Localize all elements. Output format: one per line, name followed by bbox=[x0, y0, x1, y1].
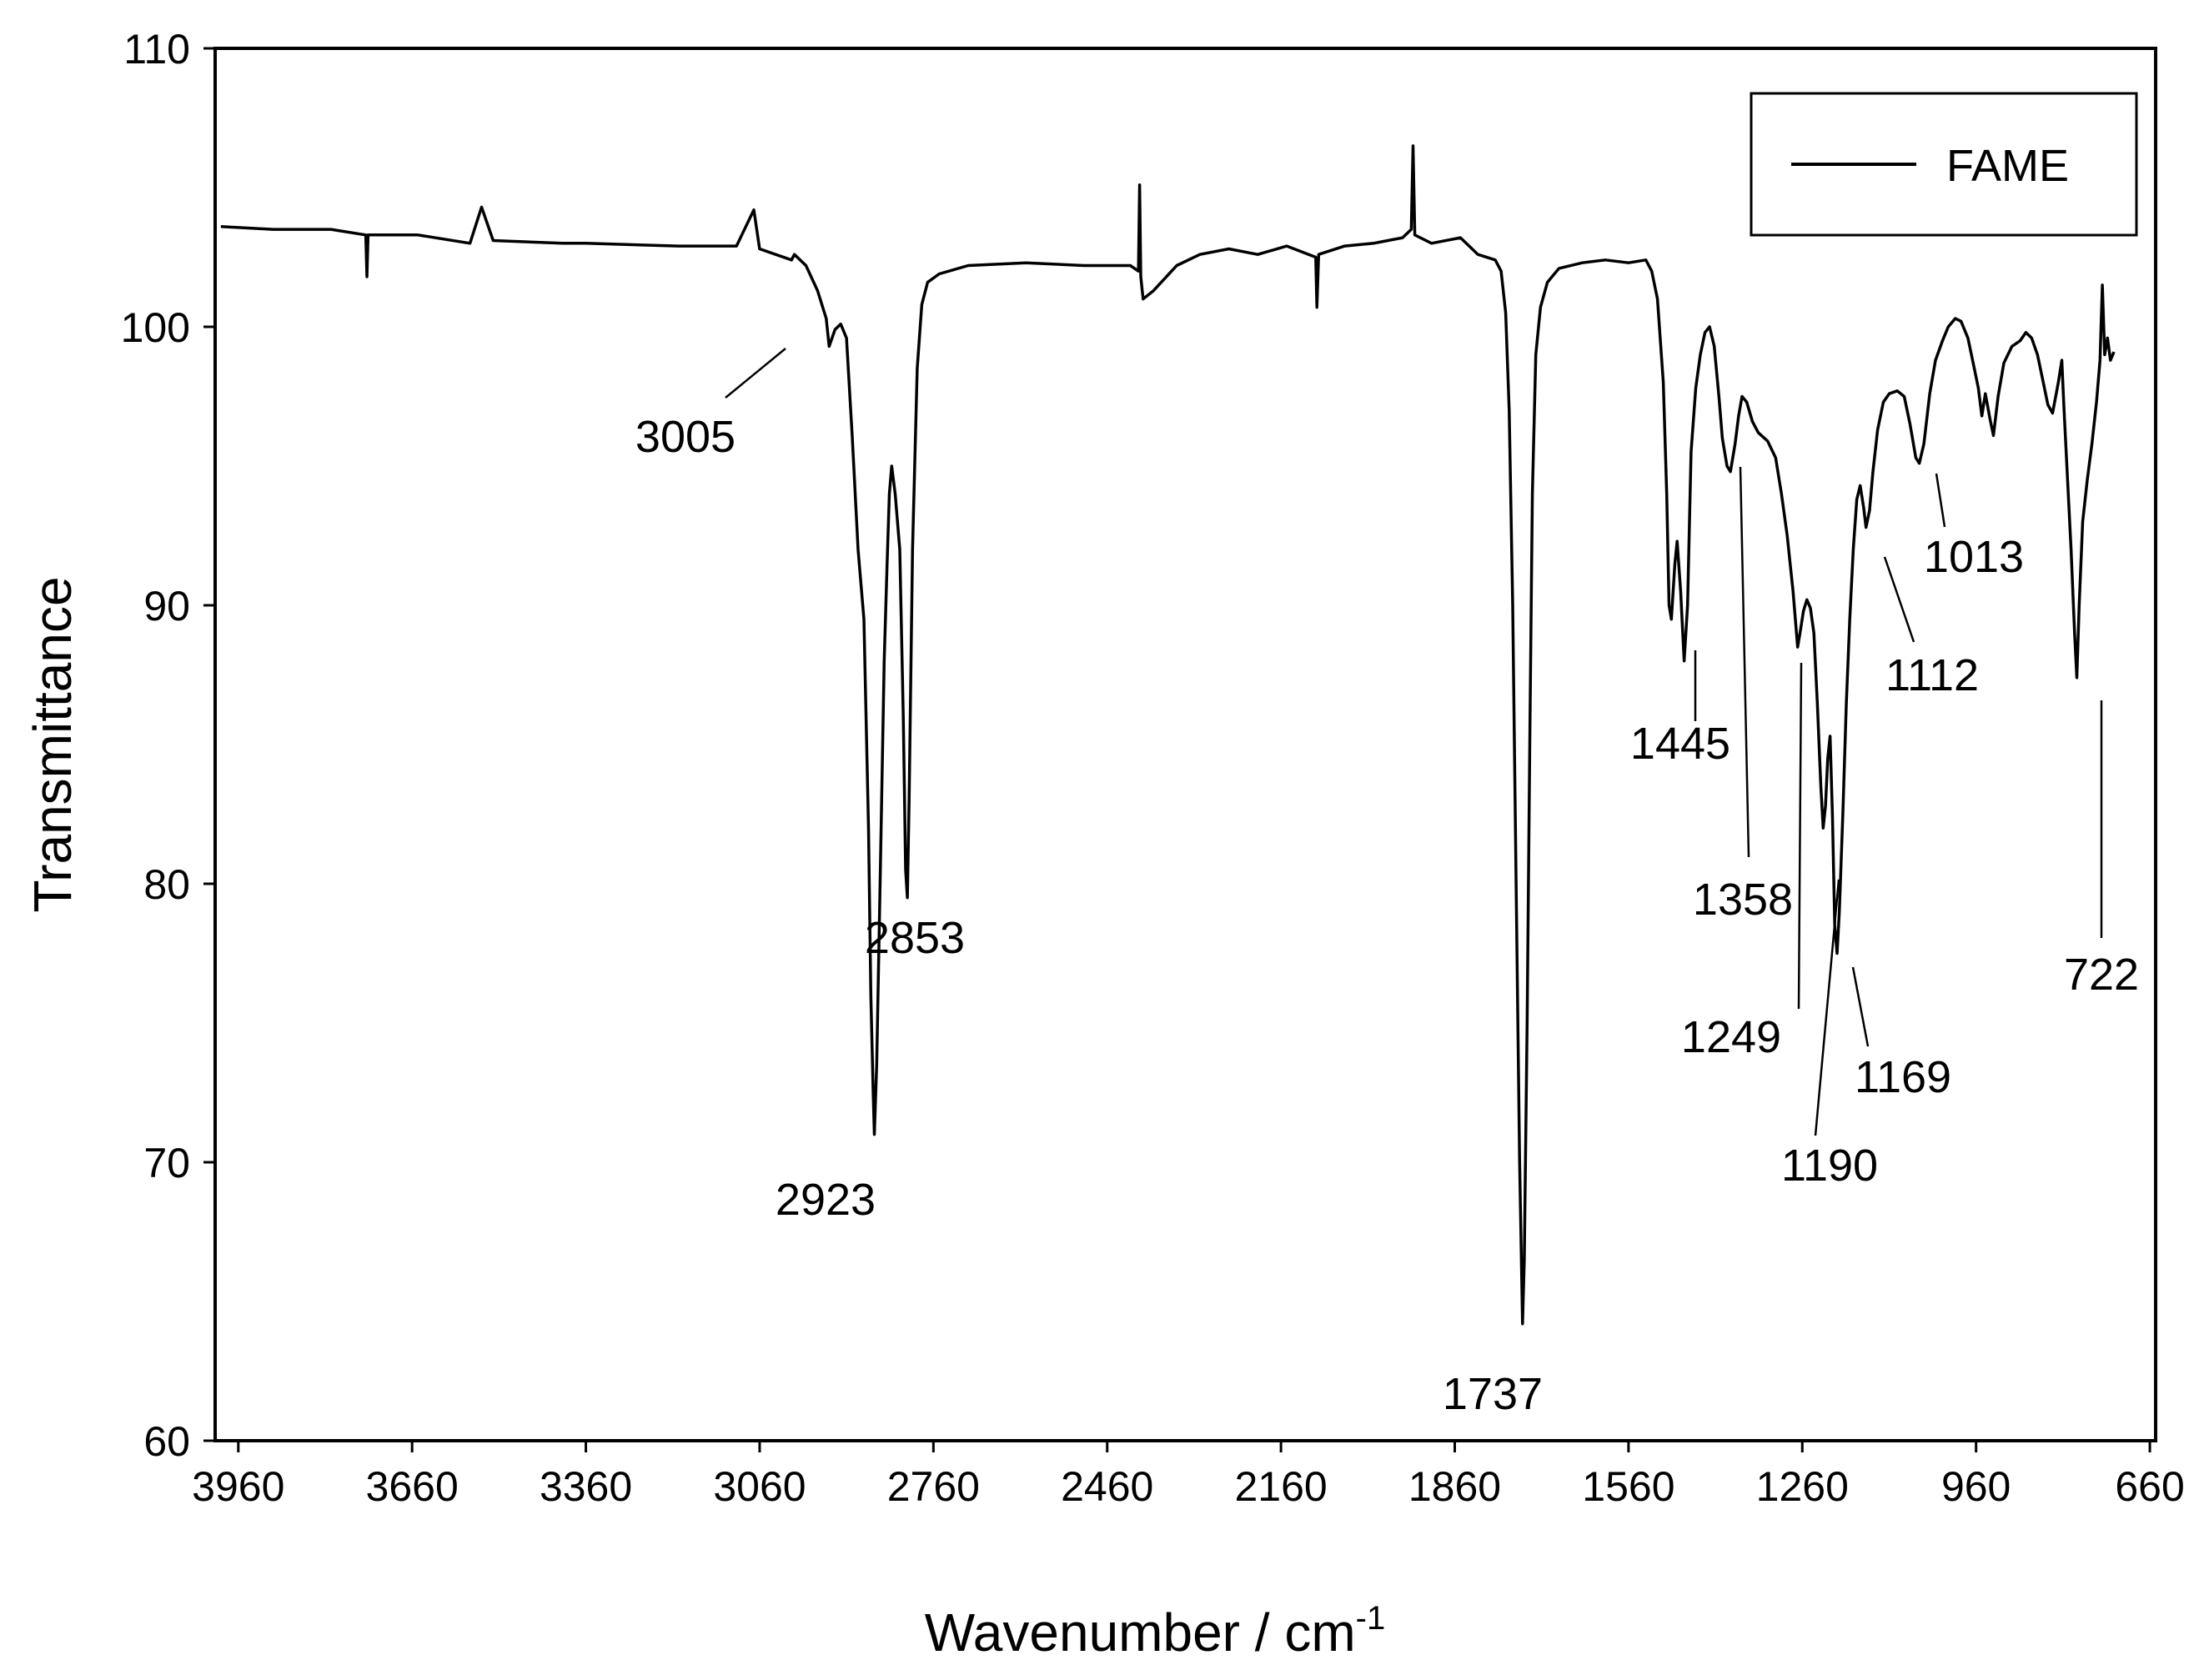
peak-annotations: 3005 2923 2853 1737 1445 1358 1249 1190 1169 1112… bbox=[635, 348, 2139, 1419]
peak-label-1112: 1112 bbox=[1885, 650, 1979, 700]
x-tick-label-2760: 2760 bbox=[887, 1463, 980, 1510]
y-axis: 60 70 80 90 100 110 bbox=[121, 26, 215, 1465]
peak-label-1358: 1358 bbox=[1693, 875, 1793, 925]
peak-leader-1249 bbox=[1797, 662, 1803, 1010]
peak-leader-1358 bbox=[1739, 466, 1750, 858]
x-tick-label-1560: 1560 bbox=[1582, 1463, 1674, 1510]
peak-leader-1169 bbox=[1851, 966, 1870, 1047]
x-tick-label-660: 660 bbox=[2115, 1463, 2184, 1510]
x-tick-label-2160: 2160 bbox=[1234, 1463, 1327, 1510]
x-tick-label-3960: 3960 bbox=[192, 1463, 284, 1510]
x-axis-title: Wavenumber / cm-1 bbox=[925, 1600, 1385, 1662]
peak-label-1249: 1249 bbox=[1681, 1012, 1781, 1062]
x-tick-label-3060: 3060 bbox=[713, 1463, 806, 1510]
peak-leader-3005 bbox=[725, 348, 786, 399]
peak-label-1737: 1737 bbox=[1443, 1369, 1543, 1419]
peak-label-3005: 3005 bbox=[635, 412, 736, 462]
y-tick-label-110: 110 bbox=[123, 26, 190, 73]
peak-label-1013: 1013 bbox=[1924, 532, 2024, 582]
peak-label-1445: 1445 bbox=[1630, 719, 1730, 769]
x-tick-label-960: 960 bbox=[1941, 1463, 2011, 1510]
legend: FAME bbox=[1750, 92, 2138, 237]
peak-label-1169: 1169 bbox=[1855, 1052, 1951, 1102]
y-axis-title: Transmittance bbox=[23, 576, 83, 912]
plot-frame bbox=[213, 47, 2157, 1442]
x-tick-label-1860: 1860 bbox=[1408, 1463, 1501, 1510]
x-axis: 3960 3660 3360 3060 2760 2460 2160 1860 1560 1260… bbox=[192, 1441, 2185, 1510]
y-tick-label-100: 100 bbox=[121, 304, 190, 351]
x-tick-label-1260: 1260 bbox=[1756, 1463, 1849, 1510]
peak-leader-1112 bbox=[1883, 556, 1915, 643]
x-tick-label-3660: 3660 bbox=[366, 1463, 459, 1510]
series-line-fame bbox=[220, 144, 2116, 1326]
y-tick-label-60: 60 bbox=[143, 1418, 190, 1465]
peak-label-722: 722 bbox=[2064, 950, 2139, 1000]
series-layer bbox=[220, 144, 2116, 1326]
y-tick-label-90: 90 bbox=[143, 583, 190, 629]
peak-label-1190: 1190 bbox=[1781, 1141, 1878, 1191]
peak-leader-1013 bbox=[1935, 473, 1946, 528]
peak-label-2923: 2923 bbox=[776, 1175, 876, 1225]
y-tick-label-80: 80 bbox=[143, 861, 190, 908]
x-axis-title-superscript: -1 bbox=[1356, 1600, 1386, 1637]
peak-label-2853: 2853 bbox=[865, 913, 965, 963]
peak-leader-1190 bbox=[1814, 879, 1840, 1136]
y-tick-label-70: 70 bbox=[143, 1140, 190, 1186]
legend-label-fame: FAME bbox=[1946, 141, 2069, 191]
x-axis-title-text: Wavenumber / cm bbox=[925, 1602, 1356, 1662]
x-tick-label-3360: 3360 bbox=[540, 1463, 632, 1510]
x-tick-label-2460: 2460 bbox=[1061, 1463, 1153, 1510]
